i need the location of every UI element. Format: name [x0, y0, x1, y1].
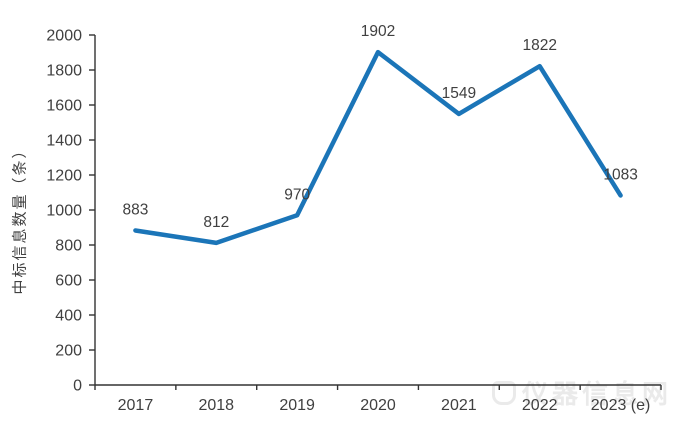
- x-tick-label: 2022: [522, 397, 558, 414]
- watermark: 仪器信息网: [491, 374, 672, 411]
- data-label: 970: [284, 186, 310, 203]
- x-tick-label: 2021: [441, 397, 477, 414]
- y-tick-label: 0: [73, 378, 82, 395]
- y-tick-label: 200: [55, 343, 82, 360]
- y-tick-label: 1800: [46, 63, 82, 80]
- x-tick-label: 2023 (e): [591, 397, 651, 414]
- y-tick-label: 1600: [46, 98, 82, 115]
- data-label: 1902: [361, 23, 395, 40]
- y-axis-title: 中标信息数量（条）: [11, 141, 29, 295]
- data-label: 1822: [522, 37, 556, 54]
- y-tick-label: 800: [55, 238, 82, 255]
- x-tick-label: 2019: [279, 397, 315, 414]
- y-tick-label: 1200: [46, 168, 82, 185]
- watermark-logo-icon: [491, 380, 516, 405]
- data-label: 1083: [603, 166, 637, 183]
- y-tick-label: 1400: [46, 133, 82, 150]
- y-tick-label: 600: [55, 273, 82, 290]
- x-tick-label: 2017: [118, 397, 154, 414]
- x-tick-label: 2020: [360, 397, 396, 414]
- line-series: [133, 49, 623, 246]
- data-label: 1549: [442, 85, 476, 102]
- watermark-text: 仪器信息网: [521, 379, 672, 409]
- x-tick-label: 2018: [198, 397, 234, 414]
- y-tick-label: 2000: [46, 28, 82, 45]
- data-label: 812: [203, 214, 229, 231]
- y-tick-label: 400: [55, 308, 82, 325]
- y-tick-label: 1000: [46, 203, 82, 220]
- data-label: 883: [122, 201, 148, 218]
